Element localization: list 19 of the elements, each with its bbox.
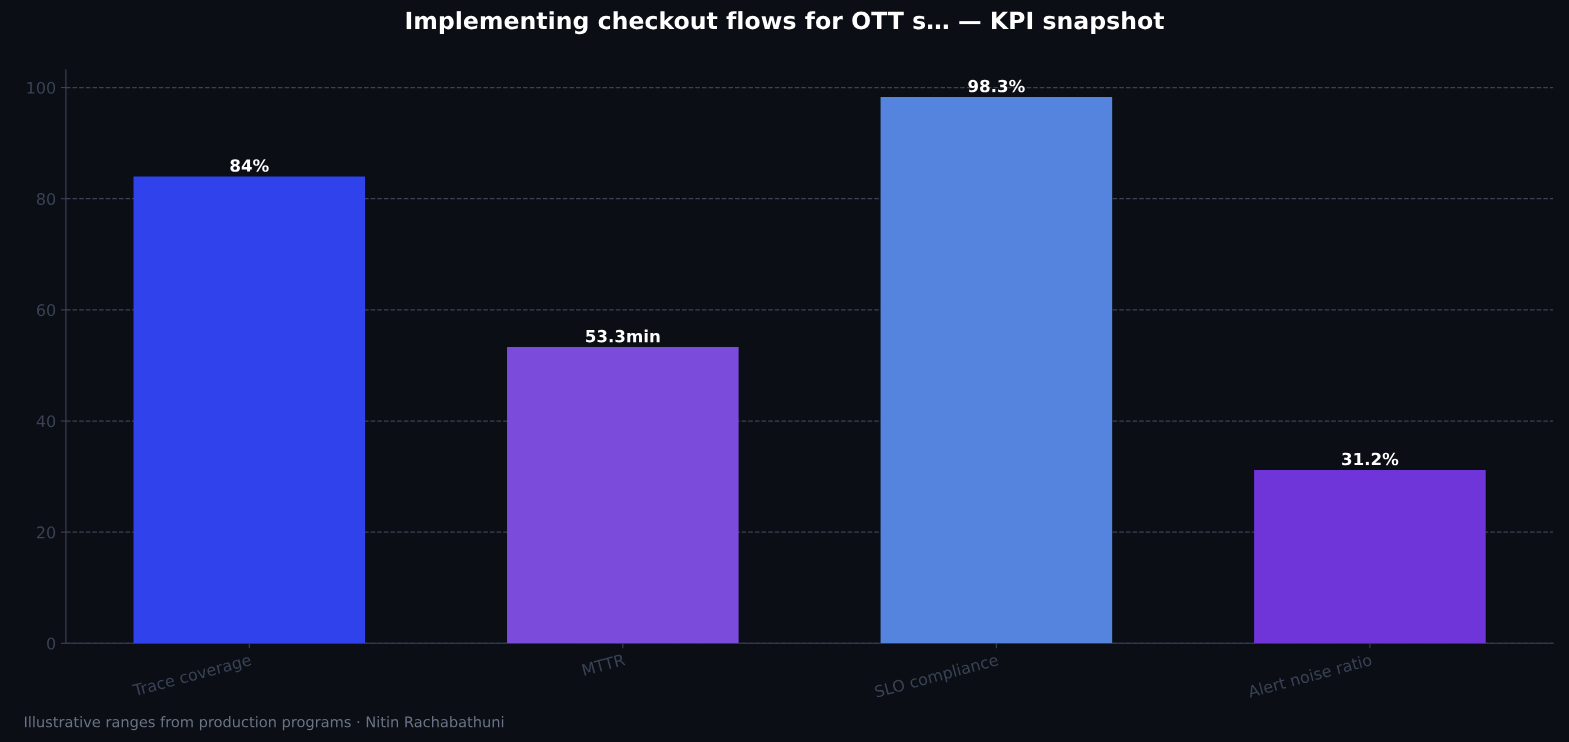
x-tick-label: MTTR — [581, 653, 626, 676]
chart-title: Implementing checkout flows for OTT s… — KPI snapshot — [406, 11, 1164, 35]
y-tick-label: 40 — [36, 415, 56, 428]
x-tick-label: Trace coverage — [131, 653, 253, 700]
y-tick-label: 80 — [36, 192, 56, 205]
bar — [1254, 469, 1486, 644]
y-tick-label: 60 — [36, 304, 56, 317]
bar — [507, 347, 739, 644]
data-label: 31.2% — [1342, 452, 1399, 466]
bar — [880, 96, 1113, 644]
bar — [133, 176, 366, 644]
data-label: 84% — [230, 159, 269, 172]
y-tick-label: 20 — [37, 526, 56, 539]
text: Illustrative ranges from production programs · Nitin Rachabathuni — [24, 716, 504, 731]
x-tick-label: Alert noise ratio — [1246, 653, 1373, 698]
data-label: 98.3% — [968, 79, 1025, 93]
y-tick-label: 100 — [27, 81, 56, 94]
data-label: 53.3min — [586, 329, 660, 343]
y-tick-label: 0 — [47, 637, 56, 650]
